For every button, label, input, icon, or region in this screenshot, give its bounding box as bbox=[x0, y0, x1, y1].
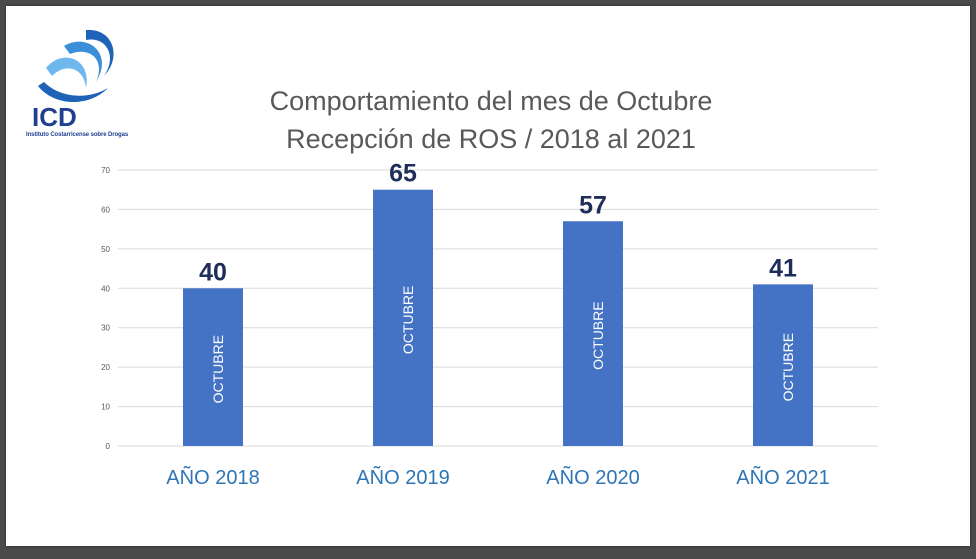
chart-subtitle: Recepción de ROS / 2018 al 2021 bbox=[286, 124, 696, 154]
chart-title: Comportamiento del mes de Octubre bbox=[269, 86, 713, 116]
data-label: 40 bbox=[199, 258, 227, 286]
bar-1 bbox=[373, 189, 433, 446]
icd-logo-icon: ICD bbox=[32, 29, 114, 132]
y-tick-label: 60 bbox=[101, 205, 110, 214]
y-tick-label: 30 bbox=[101, 324, 110, 333]
bar-series-label: OCTUBRE bbox=[780, 333, 796, 401]
category-label: AÑO 2021 bbox=[736, 465, 829, 489]
category-label: AÑO 2020 bbox=[546, 465, 639, 489]
y-tick-label: 20 bbox=[101, 363, 110, 372]
data-label: 65 bbox=[389, 160, 417, 188]
y-tick-label: 10 bbox=[101, 403, 110, 412]
y-tick-label: 70 bbox=[101, 166, 110, 175]
bar-0 bbox=[183, 288, 243, 446]
category-label: AÑO 2018 bbox=[166, 465, 259, 489]
logo-caption: Instituto Costarricense sobre Drogas bbox=[26, 132, 129, 138]
logo-text: ICD bbox=[32, 102, 77, 132]
y-tick-label: 50 bbox=[101, 245, 110, 254]
icd-logo: ICD Instituto Costarricense sobre Drogas bbox=[26, 24, 138, 142]
chart-title-block: Comportamiento del mes de Octubre Recepc… bbox=[186, 82, 796, 158]
y-tick-label: 0 bbox=[106, 442, 111, 451]
bar-2 bbox=[563, 221, 623, 446]
bar-series-label: OCTUBRE bbox=[400, 286, 416, 354]
data-label: 41 bbox=[769, 254, 797, 282]
y-tick-label: 40 bbox=[101, 284, 110, 293]
category-label: AÑO 2019 bbox=[356, 465, 449, 489]
slide: ICD Instituto Costarricense sobre Drogas… bbox=[6, 6, 970, 546]
bar-chart: 0 10 20 30 40 50 60 70 40 OCTUBRE AÑO 2018 65 OCTUBR… bbox=[101, 160, 878, 489]
bar-3 bbox=[753, 284, 813, 446]
data-label: 57 bbox=[579, 191, 607, 219]
bar-series-label: OCTUBRE bbox=[210, 335, 226, 403]
bar-series-label: OCTUBRE bbox=[590, 301, 606, 369]
